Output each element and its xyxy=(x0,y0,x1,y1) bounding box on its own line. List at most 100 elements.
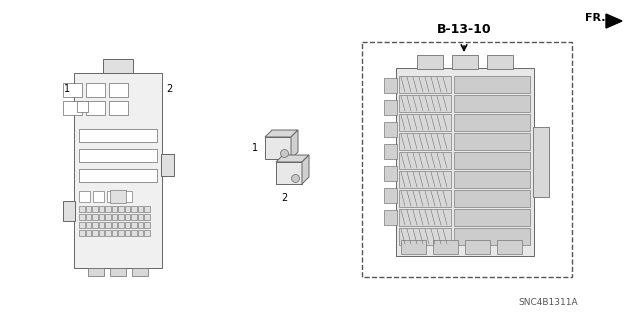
Bar xyxy=(86,83,104,97)
Bar xyxy=(487,55,513,69)
Bar xyxy=(131,213,136,219)
Bar xyxy=(63,83,81,97)
Bar xyxy=(131,229,136,235)
Bar xyxy=(86,221,91,227)
Bar xyxy=(454,171,530,188)
Circle shape xyxy=(280,150,289,158)
Bar xyxy=(105,205,111,211)
Polygon shape xyxy=(276,155,309,162)
Bar xyxy=(109,100,127,115)
Text: 1: 1 xyxy=(64,85,70,94)
Bar xyxy=(105,221,111,227)
Bar xyxy=(86,205,91,211)
Bar xyxy=(454,209,530,226)
Bar xyxy=(118,221,124,227)
Bar xyxy=(109,83,127,97)
Bar xyxy=(399,114,451,131)
Bar xyxy=(79,229,84,235)
Bar xyxy=(399,76,451,93)
Bar xyxy=(138,205,143,211)
Bar xyxy=(454,133,530,150)
Bar xyxy=(396,68,534,256)
Bar xyxy=(86,229,91,235)
Bar xyxy=(105,229,111,235)
Bar xyxy=(399,95,451,112)
Bar xyxy=(144,221,150,227)
Bar xyxy=(92,213,97,219)
Bar xyxy=(399,152,451,169)
Text: FR.: FR. xyxy=(585,13,605,23)
Bar xyxy=(454,228,530,245)
Bar xyxy=(276,162,302,184)
Bar xyxy=(454,114,530,131)
Bar xyxy=(79,129,157,142)
Bar xyxy=(79,190,90,202)
Bar xyxy=(79,168,157,182)
Bar xyxy=(92,205,97,211)
Bar xyxy=(92,229,97,235)
Bar xyxy=(110,268,126,276)
Bar xyxy=(452,55,478,69)
Bar xyxy=(144,205,150,211)
Bar xyxy=(362,42,572,277)
Bar xyxy=(105,213,111,219)
Polygon shape xyxy=(265,130,298,137)
Bar xyxy=(384,100,397,115)
Bar xyxy=(103,58,133,72)
Polygon shape xyxy=(302,155,309,184)
Bar xyxy=(111,205,117,211)
Bar xyxy=(86,213,91,219)
Bar xyxy=(79,221,84,227)
Bar xyxy=(138,229,143,235)
Bar xyxy=(533,127,549,197)
Bar xyxy=(138,213,143,219)
Bar xyxy=(454,152,530,169)
Bar xyxy=(125,221,130,227)
Bar xyxy=(131,221,136,227)
Bar xyxy=(99,229,104,235)
Bar xyxy=(384,188,397,203)
Bar xyxy=(138,221,143,227)
Text: 1: 1 xyxy=(252,143,258,153)
Bar xyxy=(99,221,104,227)
Bar xyxy=(454,95,530,112)
Circle shape xyxy=(291,174,300,182)
Bar xyxy=(111,213,117,219)
Bar xyxy=(144,229,150,235)
Bar xyxy=(111,221,117,227)
Bar xyxy=(63,100,81,115)
Bar xyxy=(92,221,97,227)
Polygon shape xyxy=(291,130,298,159)
Bar xyxy=(465,240,490,254)
Bar xyxy=(399,171,451,188)
Bar xyxy=(433,240,458,254)
Bar xyxy=(399,209,451,226)
Bar xyxy=(384,166,397,181)
Bar xyxy=(399,190,451,207)
Text: SNC4B1311A: SNC4B1311A xyxy=(518,298,578,307)
Bar xyxy=(384,210,397,225)
Bar xyxy=(79,213,84,219)
Text: 2: 2 xyxy=(281,193,287,203)
Bar xyxy=(399,228,451,245)
Bar xyxy=(497,240,522,254)
Bar xyxy=(110,189,126,203)
Bar xyxy=(125,229,130,235)
Bar xyxy=(121,190,132,202)
Bar xyxy=(125,213,130,219)
Bar xyxy=(79,205,84,211)
Bar xyxy=(417,55,443,69)
Bar xyxy=(86,100,104,115)
Bar xyxy=(118,213,124,219)
Bar xyxy=(99,213,104,219)
Bar xyxy=(132,268,148,276)
Text: B-13-10: B-13-10 xyxy=(436,23,492,36)
Bar xyxy=(125,205,130,211)
Bar xyxy=(384,144,397,159)
Bar xyxy=(118,229,124,235)
Bar xyxy=(384,78,397,93)
Bar xyxy=(93,190,104,202)
Bar xyxy=(107,190,118,202)
Bar xyxy=(111,229,117,235)
Bar xyxy=(88,268,104,276)
